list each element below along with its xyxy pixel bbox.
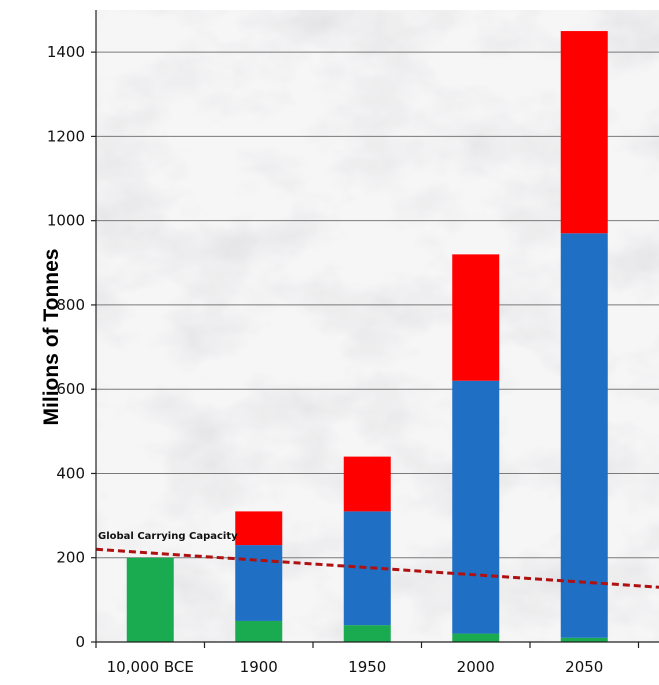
- bars: [126, 31, 608, 642]
- y-tick-label: 800: [56, 296, 85, 314]
- y-tick-labels: 0 200 400 600 800 1000 1200 1400: [47, 43, 85, 651]
- bar-segment-series-2-1900: [235, 545, 283, 621]
- y-tick-label: 1000: [47, 212, 85, 230]
- bar-segment-series-2-2000: [452, 380, 500, 634]
- y-tick-label: 200: [56, 549, 85, 567]
- y-tick-label: 1200: [47, 127, 85, 145]
- x-tick-label: 1900: [240, 658, 278, 676]
- bar-segment-series-1-1950: [343, 625, 391, 642]
- x-tick-label: 10,000 BCE: [107, 658, 194, 676]
- x-tick-label: 2000: [457, 658, 495, 676]
- reference-line-group: [95, 547, 659, 589]
- bar-segment-series-1-2050: [560, 637, 608, 642]
- x-tick-label: 1950: [348, 658, 386, 676]
- bar-segment-series-1-1900: [235, 620, 283, 642]
- y-tick-label: 400: [56, 464, 85, 482]
- axes: [91, 10, 659, 648]
- x-tick-label: 2050: [565, 658, 603, 676]
- bar-segment-series-2-2050: [560, 233, 608, 638]
- bar-segment-series-1-2000: [452, 633, 500, 642]
- y-tick-label: 0: [75, 633, 85, 651]
- y-axis-title: Milions of Tonnes: [40, 249, 63, 426]
- y-tick-label: 600: [56, 380, 85, 398]
- x-tick-labels: 10,000 BCE 1900 1950 2000 2050: [107, 658, 604, 676]
- bar-segment-series-3-2050: [560, 31, 608, 234]
- reference-line: [95, 547, 659, 589]
- bar-segment-series-3-1900: [235, 511, 283, 546]
- reference-line-label: Global Carrying Capacity: [98, 531, 238, 542]
- bar-segment-series-3-2000: [452, 254, 500, 381]
- bar-segment-series-3-1950: [343, 456, 391, 512]
- bar-segment-series-1-10-000-bce: [126, 557, 174, 642]
- y-tick-label: 1400: [47, 43, 85, 61]
